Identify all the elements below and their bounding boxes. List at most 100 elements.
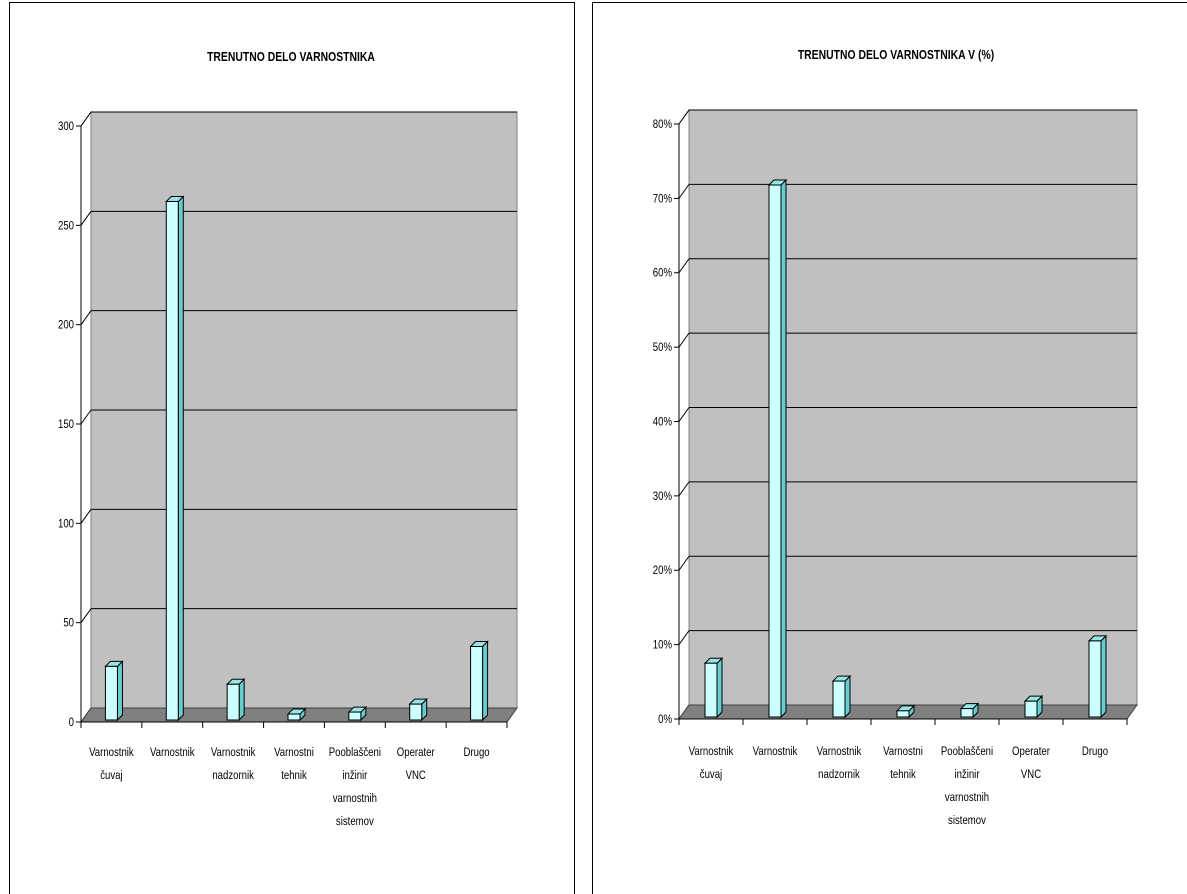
x-tick-label: inžinir <box>954 768 979 781</box>
x-tick-label: Drugo <box>464 746 490 759</box>
bar <box>831 674 852 719</box>
plot-area: 0% 10% 20% 30% 40% 50% 60% 70% 80% Varnostnik čuva… <box>653 108 1138 827</box>
grid-line <box>80 211 92 226</box>
x-tick-label: VNC <box>406 769 426 782</box>
y-tick-label: 50% <box>653 341 673 354</box>
y-tick-label: 70% <box>653 192 673 205</box>
x-tick-label: Varnostnik <box>211 746 256 759</box>
bar-side <box>716 657 723 719</box>
bar-front <box>768 184 782 718</box>
bar-side <box>116 660 123 722</box>
y-tick-label: 40% <box>653 416 673 429</box>
grid-line <box>678 481 690 497</box>
y-tick-label: 150 <box>58 418 74 431</box>
grid-line <box>80 608 92 623</box>
x-tick-label: Varnostnik <box>150 746 195 759</box>
grid-line <box>678 258 690 274</box>
grid-line <box>80 409 92 425</box>
bar <box>959 702 980 719</box>
bar-front <box>960 708 974 718</box>
bar <box>767 178 788 719</box>
x-tick-label: Operater <box>397 746 435 759</box>
grid-line <box>678 109 690 125</box>
y-tick-label: 20% <box>653 564 673 577</box>
plot-area: 0 50 100 150 200 250 300 Varnostnik čuvaj Varnost… <box>58 110 518 828</box>
bar <box>1087 634 1108 719</box>
x-tick-label: tehnik <box>890 768 916 781</box>
bar <box>286 707 307 722</box>
x-tick-label: tehnik <box>281 769 307 782</box>
bar-front <box>348 711 362 721</box>
y-tick-label: 100 <box>58 517 74 530</box>
y-tick-label: 60% <box>653 267 673 280</box>
bar-side <box>844 674 851 719</box>
bar-front <box>832 680 846 718</box>
x-tick-label: varnostnih <box>333 792 377 805</box>
bar <box>104 660 124 722</box>
grid-line <box>80 509 92 524</box>
bar-front <box>470 646 484 721</box>
y-tick-label: 250 <box>58 219 74 232</box>
grid-line <box>678 332 690 348</box>
x-tick-label: Pooblaščeni <box>941 745 993 758</box>
bar-front <box>1024 700 1038 718</box>
bar-chart-count: TRENUTNO DELO VARNOSTNIKA 0 50 100 150 200 250… <box>58 50 518 828</box>
bar-front <box>226 683 240 721</box>
chart-panel-count: TRENUTNO DELO VARNOSTNIKA 0 50 100 150 200 250… <box>9 2 575 894</box>
bar <box>1023 694 1044 719</box>
bar <box>347 705 368 722</box>
y-tick-label: 200 <box>58 319 74 332</box>
bar-chart-percent: TRENUTNO DELO VARNOSTNIKA V (%) 0% 10% 20% 3… <box>653 48 1138 827</box>
y-tick-label: 50 <box>63 617 74 630</box>
chart-panel-percent: TRENUTNO DELO VARNOSTNIKA V (%) 0% 10% 20% 3… <box>592 2 1187 894</box>
chart-title: TRENUTNO DELO VARNOSTNIKA <box>207 50 375 64</box>
x-tick-label: sistemov <box>948 814 986 827</box>
bar-front <box>896 710 910 718</box>
bar-front <box>104 665 118 721</box>
y-tick-label: 0% <box>658 713 672 726</box>
x-tick-label: Varnostnik <box>89 746 134 759</box>
bar-front <box>287 713 301 721</box>
y-tick-label: 300 <box>58 120 74 133</box>
x-tick-label: čuvaj <box>100 769 122 782</box>
x-tick-label: nadzornik <box>212 769 254 782</box>
bar-side <box>1100 634 1107 719</box>
bar <box>408 697 428 722</box>
bar-side <box>482 640 489 722</box>
bar <box>225 678 246 722</box>
grid-line <box>678 407 690 422</box>
grid-line <box>678 630 690 645</box>
x-tick-label: Varnostni <box>274 746 314 759</box>
grid-line <box>678 184 690 199</box>
bar-side <box>177 195 184 722</box>
x-tick-label: Pooblaščeni <box>329 746 381 759</box>
bar <box>165 195 185 722</box>
grid-line <box>80 111 92 127</box>
bar-side <box>238 678 245 722</box>
x-tick-label: sistemov <box>336 815 374 828</box>
x-tick-label: VNC <box>1021 768 1041 781</box>
bar-side <box>780 178 787 719</box>
x-tick-label: Varnostnik <box>753 745 798 758</box>
y-tick-label: 0 <box>69 716 74 729</box>
bar-front <box>704 662 718 718</box>
x-tick-label: Varnostnik <box>689 745 734 758</box>
x-tick-label: nadzornik <box>818 768 860 781</box>
grid-line <box>678 555 690 571</box>
bar <box>895 704 916 719</box>
grid-line <box>80 310 92 325</box>
x-tick-label: Varnostni <box>883 745 923 758</box>
x-tick-label: varnostnih <box>945 791 989 804</box>
y-tick-label: 30% <box>653 490 673 503</box>
x-tick-label: Varnostnik <box>817 745 862 758</box>
y-tick-label: 80% <box>653 118 673 131</box>
bar <box>703 657 724 719</box>
chart-title: TRENUTNO DELO VARNOSTNIKA V (%) <box>798 48 994 62</box>
x-tick-label: čuvaj <box>700 768 722 781</box>
y-tick-label: 10% <box>653 639 673 652</box>
bar-front <box>1088 640 1102 718</box>
x-tick-label: Drugo <box>1082 745 1108 758</box>
x-tick-label: Operater <box>1012 745 1050 758</box>
bar-front <box>409 703 423 721</box>
bar-front <box>165 200 179 721</box>
